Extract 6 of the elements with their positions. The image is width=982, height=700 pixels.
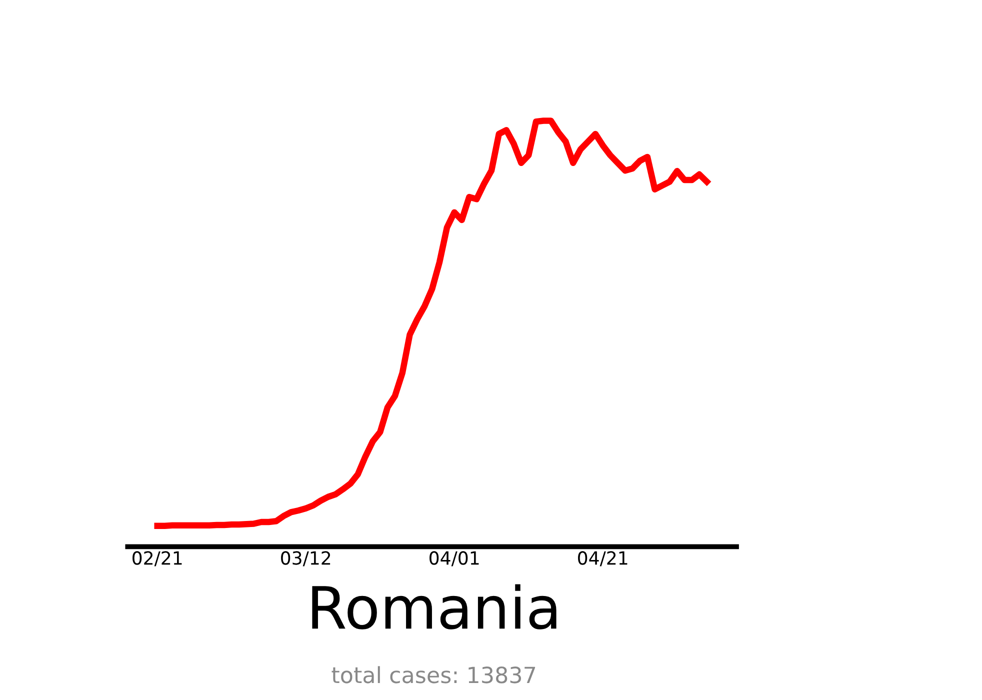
text: Romania (312, 584, 556, 630)
text: total cases: 13837 (332, 666, 536, 684)
x-tick-label: 04/01 (430, 551, 479, 566)
x-tick-label: 04/21 (578, 551, 628, 566)
x-tick-label: 02/21 (132, 551, 182, 566)
x-tick-label: 03/12 (281, 551, 330, 566)
